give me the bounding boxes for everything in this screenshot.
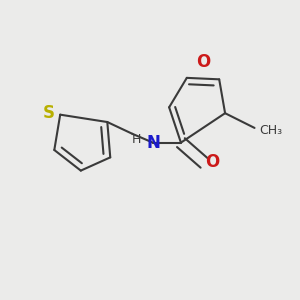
Text: O: O (196, 53, 210, 71)
Text: N: N (146, 134, 160, 152)
Text: S: S (42, 104, 54, 122)
Text: CH₃: CH₃ (259, 124, 282, 137)
Text: O: O (205, 153, 219, 171)
Text: H: H (132, 133, 141, 146)
